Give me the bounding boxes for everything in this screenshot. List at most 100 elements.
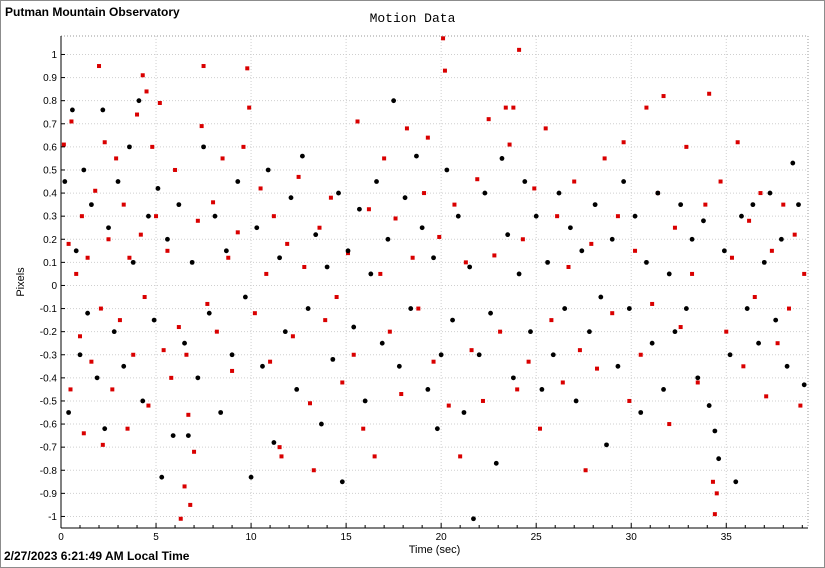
y-tick-label: 0.5 — [43, 165, 57, 176]
data-point — [649, 340, 655, 346]
data-point — [81, 167, 87, 173]
data-point — [379, 340, 385, 346]
data-point — [712, 428, 718, 434]
data-point — [214, 329, 219, 334]
data-point — [560, 380, 565, 385]
data-point — [695, 380, 700, 385]
data-point — [374, 179, 379, 184]
data-point — [328, 195, 333, 200]
data-point — [402, 195, 408, 201]
data-point — [672, 329, 678, 335]
data-point — [589, 241, 594, 246]
data-point — [260, 363, 265, 369]
data-point — [792, 232, 797, 237]
data-point — [488, 310, 493, 316]
data-point — [66, 241, 71, 246]
data-point — [507, 142, 512, 147]
axes — [60, 35, 809, 529]
y-tick-label: -0.9 — [40, 489, 58, 500]
data-point — [355, 119, 360, 124]
data-point — [511, 105, 516, 110]
data-point — [366, 207, 371, 212]
data-point — [382, 156, 387, 161]
data-point — [85, 310, 91, 316]
data-point — [562, 306, 568, 311]
data-point — [735, 140, 740, 145]
data-point — [151, 317, 157, 323]
data-point — [117, 318, 122, 323]
data-point — [775, 341, 780, 346]
data-point — [387, 329, 392, 334]
data-point — [577, 348, 582, 353]
data-point — [718, 179, 723, 184]
data-point — [798, 403, 803, 408]
data-point — [741, 364, 746, 369]
data-point — [419, 225, 425, 231]
data-point — [220, 156, 225, 161]
data-point — [330, 356, 336, 362]
data-point — [764, 394, 769, 399]
data-point — [498, 329, 503, 334]
data-point — [515, 387, 520, 392]
data-point — [102, 140, 107, 145]
data-point — [127, 255, 132, 260]
data-point — [431, 359, 436, 364]
data-point — [545, 259, 550, 265]
data-point — [475, 177, 480, 182]
data-point — [678, 202, 684, 208]
data-point — [399, 392, 404, 397]
data-point — [102, 426, 108, 432]
data-point — [437, 234, 442, 239]
data-point — [672, 225, 677, 230]
data-point — [655, 190, 661, 196]
data-point — [716, 456, 722, 462]
data-point — [425, 387, 431, 392]
data-point — [598, 294, 604, 300]
data-point — [587, 329, 592, 335]
y-tick-label: 0.8 — [43, 96, 57, 107]
data-point — [336, 190, 341, 196]
data-point — [781, 202, 786, 207]
data-point — [319, 421, 324, 427]
x-tick-label: 15 — [341, 532, 353, 543]
data-point — [724, 329, 729, 334]
y-tick-label: -0.1 — [40, 304, 58, 315]
data-point — [131, 352, 136, 357]
data-point — [690, 271, 695, 276]
data-point — [357, 206, 362, 212]
data-point — [583, 468, 588, 473]
data-point — [252, 311, 257, 316]
data-point — [499, 156, 505, 161]
data-point — [441, 36, 446, 41]
data-point — [361, 426, 366, 431]
data-point — [271, 214, 276, 219]
data-point — [476, 352, 482, 358]
y-tick-label: -0.3 — [40, 350, 58, 361]
data-point — [212, 213, 218, 219]
data-point — [450, 317, 455, 323]
data-point — [106, 237, 111, 242]
data-point — [68, 387, 73, 392]
data-point — [425, 135, 430, 140]
tick-labels: -1 -0.9 -0.8 -0.7 -0.6 -0.5 -0.4 -0.3 -0.2 -0.1 0 0… — [40, 50, 733, 543]
data-point — [157, 100, 162, 105]
data-point — [458, 454, 463, 459]
data-point — [135, 112, 140, 117]
data-points — [61, 36, 807, 522]
data-point — [667, 422, 672, 427]
window-title: Putman Mountain Observatory — [5, 5, 180, 19]
data-point — [644, 105, 649, 110]
x-tick-label: 25 — [531, 532, 543, 543]
x-tick-label: 35 — [721, 532, 733, 543]
data-point — [408, 306, 414, 311]
data-point — [422, 191, 427, 196]
data-point — [761, 259, 767, 265]
data-point — [492, 253, 497, 258]
data-point — [79, 214, 84, 219]
data-point — [223, 248, 229, 254]
data-point — [391, 98, 397, 104]
data-point — [317, 225, 322, 230]
data-point — [486, 117, 491, 122]
data-point — [385, 236, 391, 242]
